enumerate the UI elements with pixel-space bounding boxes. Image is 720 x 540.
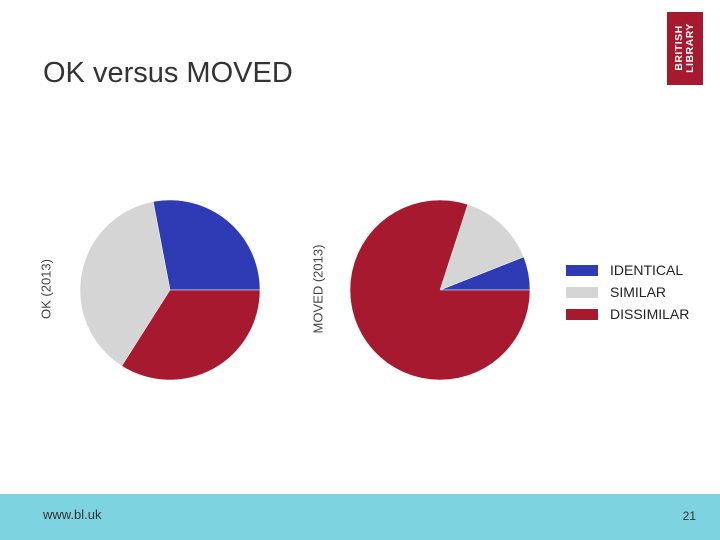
- pie-chart-moved-svg: [349, 199, 531, 381]
- pie-chart-ok: [78, 198, 262, 382]
- legend-item-dissimilar: DISSIMILAR: [566, 303, 689, 325]
- pie-chart-moved: [348, 198, 532, 382]
- legend-swatch-similar: [566, 286, 598, 298]
- logo-text: BRITISH LIBRARY: [673, 14, 696, 82]
- pie-label-moved: MOVED (2013): [310, 244, 326, 334]
- legend-label-identical: IDENTICAL: [610, 262, 684, 278]
- footer-bar: www.bl.uk 21: [0, 494, 720, 540]
- slide-title: OK versus MOVED: [43, 57, 293, 89]
- page-number: 21: [682, 509, 696, 523]
- logo-line-library: LIBRARY: [684, 23, 696, 73]
- footer-url: www.bl.uk: [43, 507, 102, 522]
- legend-swatch-identical: [566, 264, 598, 276]
- british-library-logo: BRITISH LIBRARY: [667, 12, 703, 85]
- legend-swatch-dissimilar: [566, 308, 598, 320]
- legend-item-similar: SIMILAR: [566, 281, 689, 303]
- legend-label-similar: SIMILAR: [610, 284, 667, 300]
- pie-label-ok: OK (2013): [38, 259, 54, 319]
- legend-label-dissimilar: DISSIMILAR: [610, 306, 690, 322]
- legend-item-identical: IDENTICAL: [566, 259, 689, 281]
- chart-legend: IDENTICAL SIMILAR DISSIMILAR: [566, 259, 689, 325]
- pie-chart-ok-svg: [79, 199, 261, 381]
- pie-slice-ok-dissimilar: [121, 289, 261, 381]
- pie-slice-moved-dissimilar: [349, 199, 531, 381]
- pie-slice-ok-identical: [152, 199, 261, 291]
- pie-slice-ok-similar: [79, 201, 171, 367]
